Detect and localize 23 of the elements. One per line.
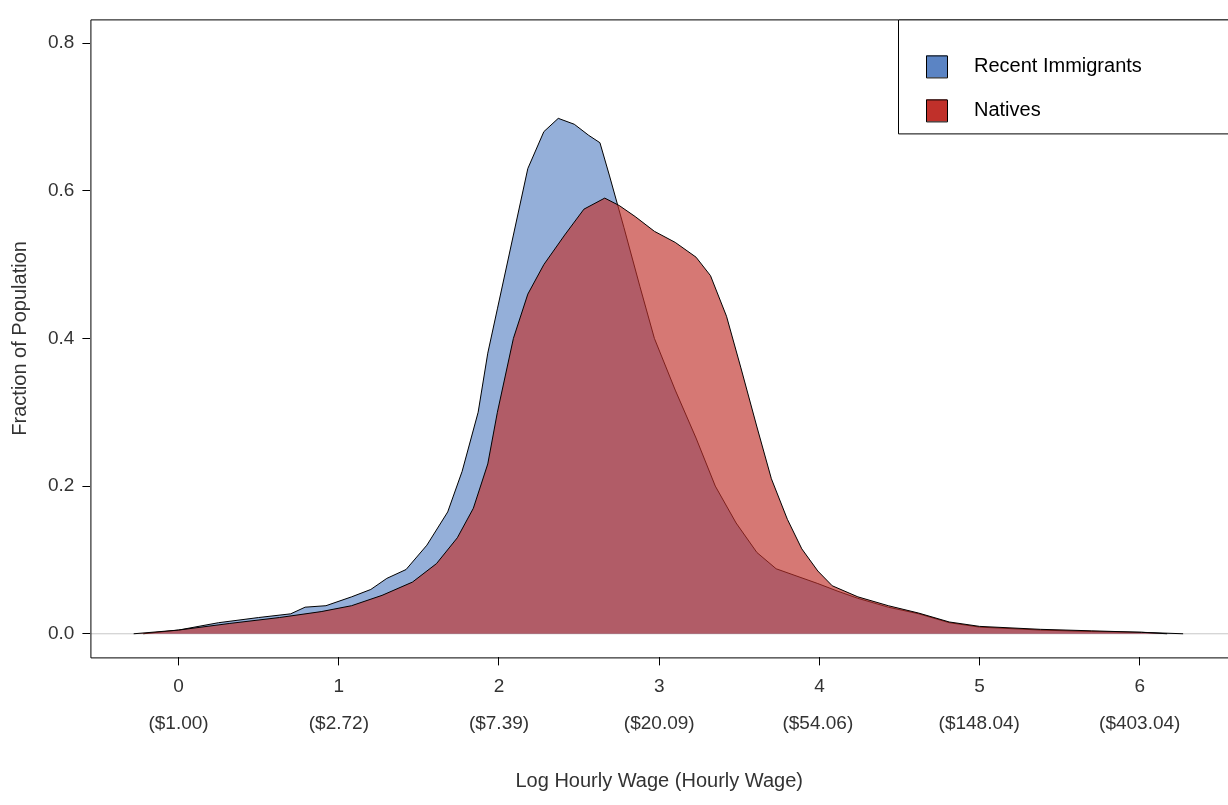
x2-tick-label: ($7.39) (468, 711, 530, 733)
x-axis-title: Log Hourly Wage (Hourly Wage) (515, 768, 803, 791)
legend-label: Natives (974, 97, 1041, 120)
x2-tick-label: ($54.06) (782, 711, 854, 733)
x2-tick-label: ($1.00) (148, 711, 209, 733)
x-tick-label: 1 (333, 675, 345, 697)
x-tick-label: 6 (1134, 675, 1146, 697)
legend-label: Recent Immigrants (974, 53, 1142, 76)
x-tick-label: 2 (493, 675, 505, 697)
x2-tick-label: ($403.04) (1099, 711, 1181, 733)
x2-tick-label: ($2.72) (308, 711, 369, 733)
y-tick-label: 0.6 (47, 178, 75, 200)
y-tick-label: 0.0 (47, 622, 75, 643)
x2-tick-label: ($20.09) (623, 711, 695, 733)
y-tick-label: 0.8 (47, 31, 75, 53)
y-axis-title: Fraction of Population (7, 241, 30, 436)
x2-tick-label: ($148.04) (938, 711, 1020, 733)
x-tick-label: 0 (173, 675, 184, 697)
y-tick-label: 0.4 (47, 326, 75, 348)
x-tick-label: 5 (974, 675, 985, 697)
x-tick-label: 4 (814, 675, 826, 697)
x-tick-label: 3 (653, 675, 665, 697)
y-tick-label: 0.2 (47, 474, 75, 496)
